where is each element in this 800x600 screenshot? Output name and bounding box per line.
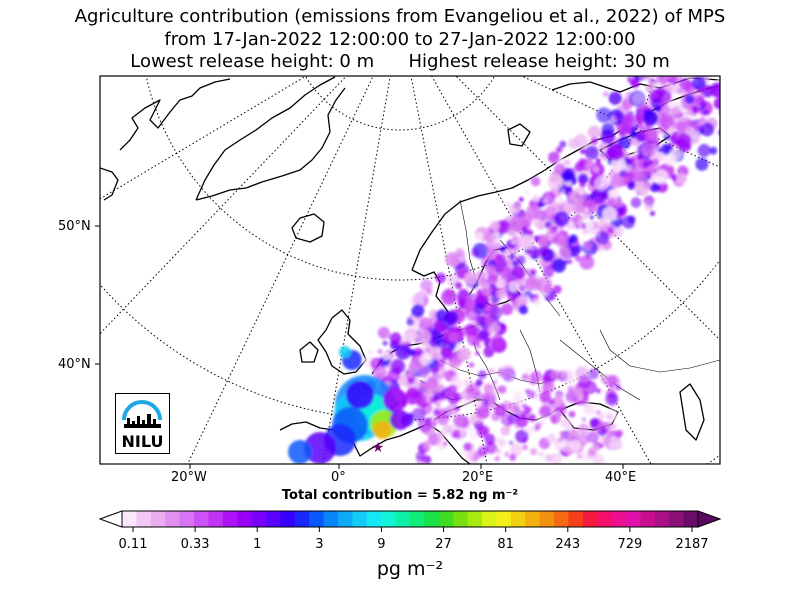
colorbar-cell <box>381 511 397 527</box>
colorbar-tick-label: 729 <box>617 537 643 552</box>
lon-label-40e: 40°E <box>605 470 637 485</box>
concentration-field <box>288 76 720 464</box>
colorbar-cell <box>568 511 584 527</box>
colorbar-extend-high <box>697 510 722 528</box>
svg-text:★: ★ <box>372 440 385 456</box>
colorbar-cell <box>395 511 411 527</box>
colorbar-cell <box>251 511 267 527</box>
colorbar-cell <box>338 511 353 527</box>
colorbar-cell <box>237 511 253 527</box>
lon-label-0: 0° <box>331 470 346 485</box>
colorbar-cell <box>194 511 209 527</box>
colorbar-cell <box>640 511 656 527</box>
colorbar-cell <box>683 511 699 527</box>
colorbar-cell <box>597 511 613 527</box>
colorbar-cell <box>525 511 541 527</box>
colorbar-cell <box>309 511 325 527</box>
total-contribution-label: Total contribution = 5.82 ng m⁻² <box>281 488 519 503</box>
colorbar-cell <box>122 511 137 527</box>
colorbar-cell <box>266 511 281 527</box>
release-site-marker: ★ <box>372 440 385 456</box>
colorbar-tick-label: 9 <box>377 537 386 552</box>
colorbar-cell <box>366 511 382 527</box>
colorbar-tick-label: 81 <box>497 537 514 552</box>
colorbar-cell <box>165 511 181 527</box>
colorbar-cell <box>539 511 555 527</box>
colorbar-cell <box>510 511 526 527</box>
colorbar-cell <box>438 511 454 527</box>
colorbar-cell <box>482 511 497 527</box>
nilu-logo-text: NILU <box>121 432 164 451</box>
colorbar-cell <box>352 511 368 527</box>
colorbar-tick-label: 1 <box>253 537 262 552</box>
nilu-logo: NILU <box>115 393 170 454</box>
colorbar-cells <box>121 510 699 528</box>
lon-label-20e: 20°E <box>462 470 494 485</box>
colorbar-tick-label: 3 <box>315 537 324 552</box>
lon-label-20w: 20°W <box>171 470 207 485</box>
colorbar-extend-low <box>98 510 123 528</box>
colorbar-cell <box>222 511 238 527</box>
colorbar-tick-label: 0.11 <box>118 537 148 552</box>
lat-label-50n: 50°N <box>58 219 91 234</box>
colorbar-cell <box>424 511 440 527</box>
colorbar-unit-label: pg m⁻² <box>376 558 444 580</box>
colorbar-cell <box>626 511 641 527</box>
colorbar-cell <box>582 511 598 527</box>
colorbar-cell <box>669 511 685 527</box>
colorbar-cell <box>179 511 195 527</box>
lat-label-40n: 40°N <box>58 357 91 372</box>
colorbar-cell <box>554 511 569 527</box>
colorbar-cell <box>496 511 512 527</box>
colorbar-cell <box>654 511 670 527</box>
colorbar-tick-label: 0.33 <box>180 537 210 552</box>
colorbar-cell <box>323 511 339 527</box>
colorbar-cell <box>280 511 296 527</box>
colorbar-cell <box>467 511 483 527</box>
nilu-logo-graphic <box>122 400 162 428</box>
colorbar-cell <box>136 511 152 527</box>
chart-title-line-3: Lowest release height: 0 m Highest relea… <box>130 51 670 72</box>
map-frame <box>99 75 721 465</box>
colorbar-cell <box>294 511 310 527</box>
colorbar-cell <box>150 511 166 527</box>
colorbar-cell <box>611 511 627 527</box>
colorbar-tick-label: 2187 <box>675 537 709 552</box>
colorbar-cell <box>208 511 224 527</box>
colorbar-tick-label: 27 <box>435 537 452 552</box>
chart-title-line-2: from 17-Jan-2022 12:00:00 to 27-Jan-2022… <box>164 29 636 50</box>
colorbar-cell <box>410 511 425 527</box>
colorbar-tick-label: 243 <box>555 537 581 552</box>
colorbar-cell <box>453 511 469 527</box>
chart-title-line-1: Agriculture contribution (emissions from… <box>74 6 726 27</box>
